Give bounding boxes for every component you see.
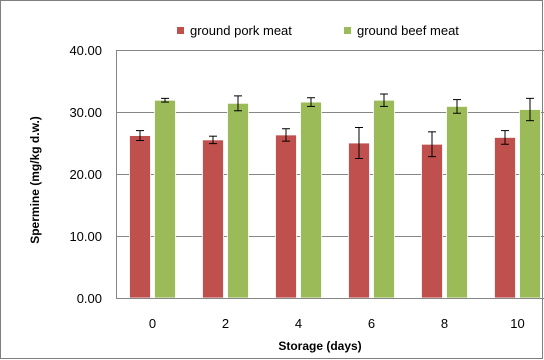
error-bar	[136, 130, 144, 142]
error-bar	[501, 130, 509, 145]
error-bar	[355, 127, 363, 159]
x-tick-label: 10	[510, 316, 524, 331]
x-axis-title: Storage (days)	[278, 339, 361, 353]
bar	[275, 134, 297, 299]
legend-label: ground pork meat	[190, 23, 292, 38]
x-tick-label: 8	[441, 316, 448, 331]
x-tick-label: 6	[368, 316, 375, 331]
bar	[421, 143, 443, 299]
error-bar	[380, 93, 388, 107]
bar	[300, 101, 322, 299]
error-bar	[209, 135, 217, 145]
error-bar	[428, 131, 436, 158]
error-bar	[453, 99, 461, 114]
bar	[494, 137, 516, 299]
y-axis-title: Spermine (mg/kg d.w.)	[28, 116, 42, 244]
y-tick-label: 30.00	[69, 105, 102, 120]
legend-swatch	[344, 27, 351, 34]
error-bar	[282, 128, 290, 142]
legend-swatch	[177, 27, 184, 34]
bar	[348, 142, 370, 299]
legend: ground pork meat ground beef meat	[177, 23, 459, 38]
bars	[129, 93, 541, 299]
error-bar	[161, 97, 169, 103]
x-tick-label: 0	[149, 316, 156, 331]
y-tick-label: 20.00	[69, 167, 102, 182]
error-bar	[526, 97, 534, 122]
bar	[446, 106, 468, 299]
y-tick-label: 0.00	[77, 291, 102, 306]
bar	[129, 135, 151, 299]
error-bar	[234, 95, 242, 112]
bar	[519, 109, 541, 299]
bar	[227, 102, 249, 299]
x-tick-label: 2	[222, 316, 229, 331]
bar	[202, 139, 224, 299]
bar	[154, 99, 176, 299]
x-tick-label: 4	[295, 316, 302, 331]
bar	[373, 99, 395, 299]
legend-label: ground beef meat	[357, 23, 459, 38]
gridlines	[116, 50, 544, 237]
y-tick-label: 10.00	[69, 229, 102, 244]
error-bar	[307, 97, 315, 107]
y-tick-label: 40.00	[69, 43, 102, 58]
axes: 0.00 10.00 20.00 30.00 40.00 0 2 4 6 8 10	[69, 43, 544, 331]
